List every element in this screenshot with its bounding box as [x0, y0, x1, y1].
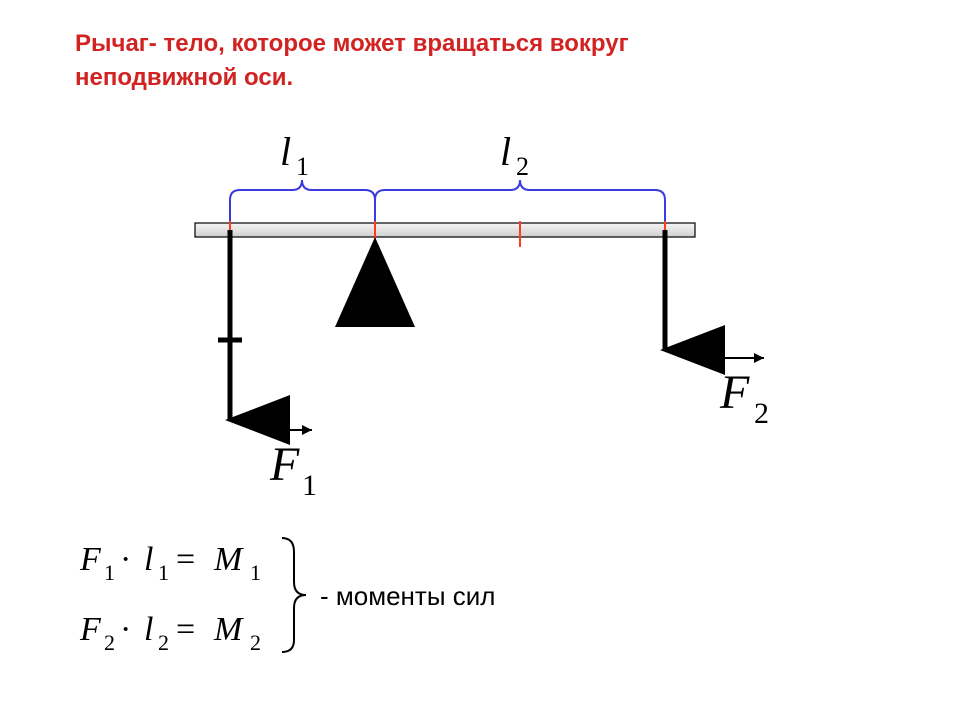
svg-text:F: F: [79, 611, 102, 648]
svg-text:2: 2: [158, 630, 169, 655]
equation-row-1: F 1 · l 1 = M 1: [79, 541, 261, 585]
force-f1-arrow: [218, 230, 242, 420]
svg-text:F: F: [269, 438, 300, 491]
label-f1: F 1: [269, 425, 317, 502]
svg-text:F: F: [719, 366, 750, 419]
svg-text:l: l: [280, 129, 291, 174]
equations-caption: - моменты сил: [320, 581, 495, 611]
svg-text:2: 2: [250, 630, 261, 655]
svg-text:1: 1: [250, 560, 261, 585]
svg-text:·: ·: [120, 541, 131, 578]
svg-text:l: l: [500, 129, 511, 174]
svg-text:1: 1: [104, 560, 115, 585]
svg-text:1: 1: [296, 152, 309, 181]
svg-text:l: l: [144, 611, 153, 648]
svg-text:1: 1: [302, 469, 317, 502]
label-l2: l 2: [500, 129, 529, 181]
equations-brace: [282, 538, 306, 652]
svg-text:=: =: [176, 541, 195, 578]
svg-text:2: 2: [754, 397, 769, 430]
svg-text:l: l: [144, 541, 153, 578]
svg-text:F: F: [79, 541, 102, 578]
diagram-svg: l 1 l 2 F 1 F 2 F 1 · l 1 =: [0, 0, 960, 720]
svg-text:=: =: [176, 611, 195, 648]
label-l1: l 1: [280, 129, 309, 181]
lever-bar: [195, 223, 695, 237]
svg-text:·: ·: [120, 611, 131, 648]
brace-l1: [230, 180, 375, 222]
label-f2: F 2: [719, 353, 769, 430]
svg-text:1: 1: [158, 560, 169, 585]
svg-text:M: M: [213, 611, 244, 648]
fulcrum: [335, 237, 415, 327]
svg-text:2: 2: [104, 630, 115, 655]
equation-row-2: F 2 · l 2 = M 2: [79, 611, 261, 655]
stage: Рычаг- тело, которое может вращаться вок…: [0, 0, 960, 720]
brace-l2: [375, 180, 665, 222]
svg-text:2: 2: [516, 152, 529, 181]
svg-text:M: M: [213, 541, 244, 578]
